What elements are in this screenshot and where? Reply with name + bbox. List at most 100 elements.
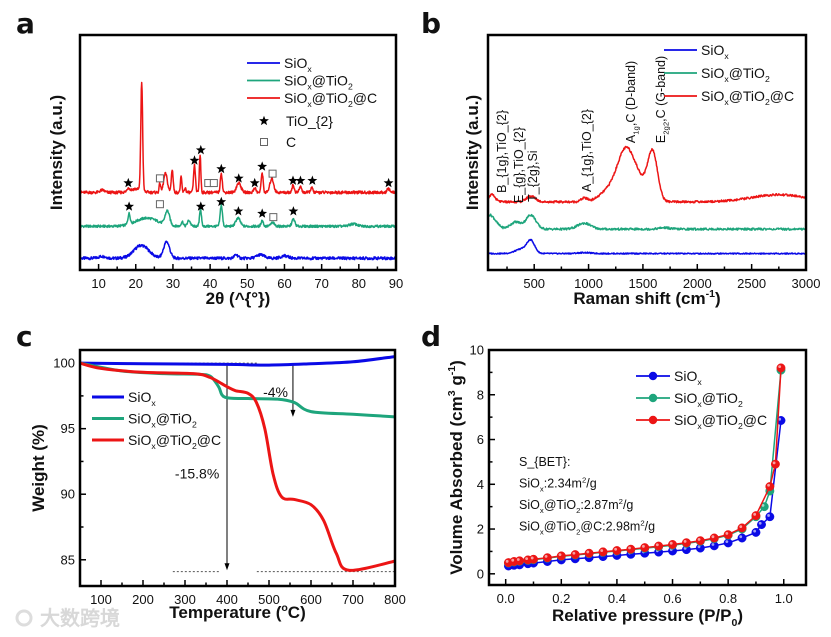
- data-point-highlight: [586, 550, 590, 554]
- plot-area: [488, 145, 806, 255]
- x-tick-label: 2500: [737, 276, 766, 291]
- data-point: [612, 546, 622, 555]
- y-tick-label: 90: [61, 487, 75, 502]
- star-marker-icon: [257, 161, 268, 171]
- panel-label: b: [421, 7, 441, 40]
- legend-marker-icon: [648, 371, 658, 381]
- square-marker-icon: [260, 138, 268, 146]
- legend-label: SiOx@TiO2@C: [674, 412, 767, 431]
- plot-area: [80, 355, 395, 573]
- series-line-1: [488, 213, 806, 231]
- panel-label: a: [16, 7, 35, 40]
- bet-text: SiOx@TiO2:2.87m2/g: [519, 497, 633, 515]
- square-marker-icon: [268, 169, 277, 178]
- panel-a: a 10 20 30 40 50 60 70 80 90 2θ (^{°}) Intensity (a…: [16, 7, 403, 308]
- y-tick-label: 4: [477, 477, 484, 492]
- panel-c: c 100 200 300 400 500 600 700 800 85 90 95 100 Temper…: [16, 320, 406, 622]
- legend-label: SiOx@TiO2@C: [284, 90, 377, 109]
- star-marker-icon: [216, 163, 227, 174]
- legend-label: SiOx@TiO2: [128, 411, 197, 430]
- legend: SiOx SiOx@TiO2 SiOx@TiO2@C: [92, 389, 221, 451]
- data-point-highlight: [614, 547, 618, 551]
- x-tick-label: 500: [258, 592, 280, 607]
- y-tick-label: 2: [477, 522, 484, 537]
- data-point-highlight: [711, 543, 715, 546]
- star-marker-icon: [295, 175, 306, 185]
- x-tick-label: 400: [216, 592, 238, 607]
- x-tick-label: 40: [203, 276, 217, 291]
- data-point-highlight: [511, 558, 515, 562]
- x-tick-label: 0.4: [608, 591, 626, 606]
- x-tick-label: 3000: [792, 276, 821, 291]
- annotation-label: E2g2,C (G-band): [654, 56, 671, 143]
- annotation-label: A1g,C (D-band): [624, 61, 641, 143]
- y-axis-title: Intensity (a.u.): [47, 95, 66, 210]
- x-tick-label: 30: [166, 276, 180, 291]
- data-point: [570, 550, 580, 560]
- legend-label: SiOx: [128, 389, 156, 408]
- data-point-highlight: [778, 365, 782, 369]
- x-tick-label: 500: [523, 276, 545, 291]
- data-point: [770, 459, 780, 469]
- watermark-text: 大数跨境: [40, 606, 120, 630]
- data-point-highlight: [778, 417, 782, 421]
- legend-label: SiOx@TiO2: [674, 390, 743, 409]
- x-tick-label: 90: [389, 276, 403, 291]
- x-tick-label: 60: [277, 276, 291, 291]
- data-point: [723, 530, 733, 540]
- data-point: [723, 538, 733, 548]
- star-marker-icon: [288, 206, 299, 216]
- x-axis-title: 2θ (^{°}): [206, 289, 271, 308]
- data-point-highlight: [530, 556, 534, 560]
- plot-area: [504, 363, 786, 571]
- data-point: [776, 363, 786, 373]
- star-marker-icon: [189, 155, 200, 165]
- data-point-highlight: [572, 551, 576, 555]
- data-point: [737, 533, 747, 543]
- square-marker-icon: [269, 213, 278, 222]
- data-point-highlight: [725, 531, 729, 535]
- data-point: [515, 556, 525, 566]
- data-point-highlight: [758, 521, 762, 525]
- data-point-highlight: [516, 558, 520, 561]
- data-point-highlight: [725, 540, 729, 544]
- x-axis-title: Temperature (oC): [169, 602, 306, 622]
- data-point-highlight: [761, 503, 765, 507]
- legend-marker-icon: [648, 393, 658, 403]
- legend: SiOx SiOx@TiO2 SiOx@TiO2@C: [636, 368, 767, 431]
- data-point: [626, 544, 636, 554]
- legend-label: SiOx@TiO2@C: [128, 432, 221, 451]
- data-point: [709, 533, 719, 543]
- data-point: [668, 540, 677, 549]
- x-tick-label: 100: [90, 592, 112, 607]
- x-tick-label: 0.6: [663, 591, 681, 606]
- data-point-highlight: [505, 559, 509, 563]
- legend-label: SiOx@TiO2@C: [701, 88, 794, 107]
- watermark-logo-icon: [15, 609, 33, 627]
- data-point-highlight: [772, 461, 776, 465]
- plot-area: [80, 81, 396, 261]
- data-point: [751, 511, 761, 521]
- legend-marker-icon: [648, 415, 658, 425]
- bet-text: SiOx@TiO2@C:2.98m2/g: [519, 519, 655, 537]
- series-line-2: [80, 361, 395, 572]
- data-point-highlight: [753, 529, 757, 533]
- data-point-highlight: [525, 557, 529, 561]
- annotation-label: -15.8%: [175, 465, 219, 481]
- data-point: [765, 482, 775, 491]
- data-point: [765, 512, 775, 522]
- series-line-2: [80, 81, 396, 195]
- data-point: [751, 527, 761, 537]
- annotation-label: T_{2g},Si: [526, 150, 540, 201]
- data-point-highlight: [683, 540, 687, 543]
- x-tick-label: 10: [91, 276, 105, 291]
- data-point-highlight: [558, 553, 562, 557]
- star-marker-icon: [195, 144, 206, 155]
- data-point: [695, 536, 705, 546]
- data-point: [654, 541, 664, 551]
- data-point-highlight: [739, 525, 743, 529]
- y-axis-title: Weight (%): [29, 424, 48, 512]
- x-tick-label: 80: [352, 276, 366, 291]
- legend-label: SiOx@TiO2: [701, 65, 770, 84]
